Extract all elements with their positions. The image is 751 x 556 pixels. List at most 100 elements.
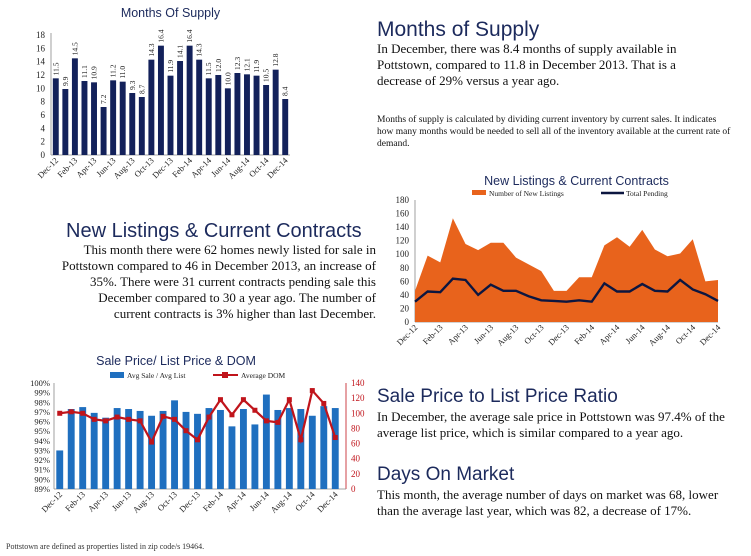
months-of-supply-chart: Months Of Supply02468101214161811.59.914… [35, 6, 290, 181]
bar [215, 75, 222, 155]
data-label: 16.4 [156, 29, 165, 42]
y-left-tick-label: 97% [34, 407, 50, 417]
dom-paragraph: This month, the average number of days o… [377, 487, 719, 518]
dom-marker [263, 418, 269, 424]
sale-price-dom-chart: Sale Price/ List Price & DOM Avg Sale / A… [30, 354, 365, 515]
y-tick-label: 14 [36, 57, 46, 67]
x-tick-label: Jun-13 [472, 322, 495, 345]
bar [205, 408, 213, 489]
bar [171, 400, 178, 489]
listings-heading: New Listings & Current Contracts [66, 220, 362, 242]
dom-heading: Days On Market [377, 464, 515, 485]
bar [119, 81, 126, 155]
x-tick-label: Apr-14 [597, 322, 622, 347]
bar [274, 409, 282, 489]
legend-label-pending: Total Pending [626, 189, 668, 198]
bar [205, 78, 212, 155]
y-tick-label: 10 [36, 83, 46, 93]
x-tick-label: Dec-13 [150, 155, 175, 180]
data-label: 12.1 [242, 58, 251, 71]
x-tick-label: Jun-14 [623, 322, 647, 346]
bar [71, 58, 78, 156]
y-left-tick-label: 92% [34, 455, 50, 465]
data-label: 11.2 [109, 64, 118, 77]
y-tick-label: 4 [41, 123, 46, 133]
bar [129, 93, 136, 155]
data-label: 10.0 [223, 72, 232, 85]
data-label: 11.9 [166, 60, 175, 73]
data-label: 12.8 [271, 53, 280, 66]
data-label: 9.3 [128, 80, 137, 90]
bar [102, 417, 110, 489]
y-left-tick-label: 100% [30, 378, 50, 388]
y-tick-label: 80 [400, 263, 410, 273]
x-tick-label: Aug-13 [131, 489, 156, 514]
listings-paragraph: This month there were 62 homes newly lis… [61, 242, 376, 321]
dom-marker [114, 414, 120, 420]
data-label: 11.5 [51, 62, 60, 75]
legend-swatch-listings [472, 190, 486, 195]
y-left-tick-label: 98% [34, 397, 50, 407]
bar [81, 81, 88, 155]
y-tick-label: 18 [36, 30, 46, 40]
supply-heading: Months of Supply [377, 18, 540, 41]
data-label: 14.3 [147, 43, 156, 56]
dom-marker [309, 388, 315, 394]
bar [234, 73, 241, 155]
x-tick-label: Dec-14 [698, 322, 723, 347]
bar [244, 74, 250, 155]
bar [113, 408, 121, 489]
x-tick-label: Apr-14 [224, 489, 249, 514]
y-left-tick-label: 91% [34, 465, 50, 475]
bar [79, 407, 87, 489]
x-tick-label: Aug-13 [495, 322, 520, 347]
bar [125, 409, 133, 489]
bar [253, 75, 260, 155]
chart-title: Months Of Supply [121, 6, 221, 20]
legend-swatch-ratio [110, 372, 124, 378]
y-right-tick-label: 100 [351, 408, 365, 418]
dom-marker [229, 412, 235, 418]
y-right-tick-label: 120 [351, 393, 365, 403]
bar [110, 80, 117, 155]
y-tick-label: 2 [41, 137, 46, 147]
dom-marker [160, 413, 166, 419]
dom-marker [298, 437, 304, 443]
bar [62, 89, 69, 155]
ratio-paragraph: In December, the average sale price in P… [377, 409, 725, 440]
data-label: 10.5 [262, 69, 271, 82]
x-tick-label: Feb-13 [421, 322, 445, 346]
y-tick-label: 160 [396, 209, 410, 219]
x-tick-label: Dec-14 [265, 155, 290, 180]
y-tick-label: 12 [36, 70, 45, 80]
bar [52, 78, 59, 155]
dom-marker [217, 397, 223, 403]
x-tick-label: Jun-14 [247, 489, 271, 513]
dom-marker [57, 410, 63, 416]
y-tick-label: 120 [396, 236, 410, 246]
supply-paragraph: In December, there was 8.4 months of sup… [377, 41, 677, 88]
y-right-tick-label: 80 [351, 423, 361, 433]
dom-marker [252, 407, 258, 413]
x-tick-label: Aug-14 [268, 489, 294, 515]
ratio-heading: Sale Price to List Price Ratio [377, 386, 618, 407]
dom-marker [332, 435, 338, 441]
data-label: 12.3 [233, 57, 242, 70]
x-tick-label: Aug-13 [111, 155, 136, 180]
legend-label-ratio: Avg Sale / Avg List [127, 371, 186, 380]
y-right-tick-label: 40 [351, 454, 361, 464]
bar [297, 409, 305, 489]
data-label: 8.7 [137, 84, 146, 94]
x-tick-label: Feb-13 [55, 155, 79, 179]
bar [251, 424, 259, 489]
dom-marker [286, 397, 292, 403]
bar [100, 107, 107, 155]
x-tick-label: Aug-14 [646, 322, 672, 348]
data-label: 16.4 [185, 29, 194, 42]
bar [91, 82, 97, 155]
y-left-tick-label: 96% [34, 417, 50, 427]
data-label: 14.5 [70, 42, 79, 55]
legend-label-dom: Average DOM [241, 371, 286, 380]
y-tick-label: 60 [400, 276, 410, 286]
supply-note: Months of supply is calculated by dividi… [377, 115, 731, 149]
